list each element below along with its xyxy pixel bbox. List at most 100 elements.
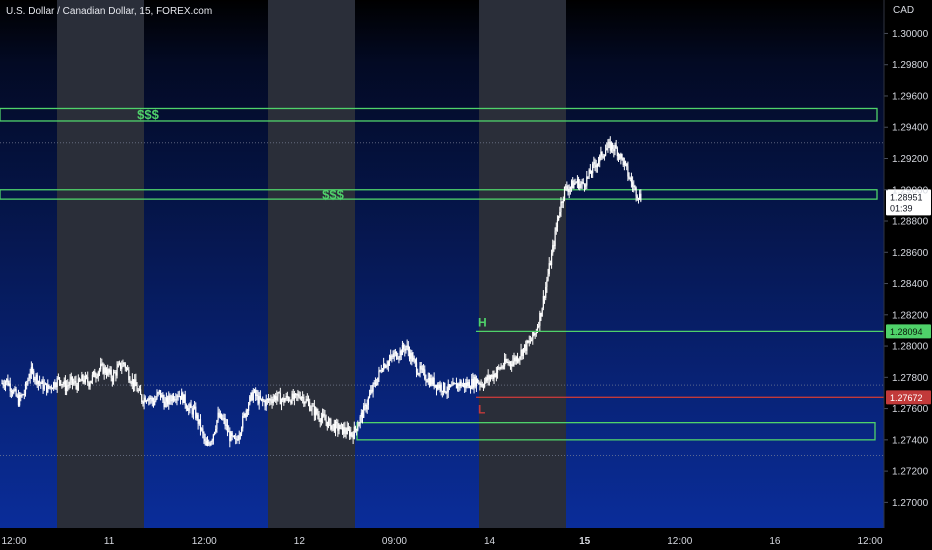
candle-body[interactable]: [277, 392, 279, 397]
candle-body[interactable]: [531, 339, 533, 342]
candle-body[interactable]: [372, 383, 374, 392]
candle-body[interactable]: [411, 352, 413, 362]
candle-body[interactable]: [168, 395, 170, 405]
candle-body[interactable]: [616, 148, 618, 157]
candle-body[interactable]: [132, 379, 135, 387]
candle-body[interactable]: [435, 384, 438, 390]
candle-body[interactable]: [377, 377, 379, 385]
candle-body[interactable]: [91, 374, 94, 381]
candle-body[interactable]: [103, 367, 105, 374]
candle-body[interactable]: [147, 400, 149, 402]
candle-body[interactable]: [209, 443, 211, 445]
candle-body[interactable]: [199, 419, 202, 430]
candle-body[interactable]: [120, 362, 122, 369]
candle-body[interactable]: [181, 392, 183, 400]
candle-body[interactable]: [164, 401, 166, 407]
candle-body[interactable]: [545, 286, 547, 298]
candle-body[interactable]: [74, 381, 76, 383]
candle-body[interactable]: [352, 434, 354, 439]
candle-body[interactable]: [560, 202, 562, 213]
candle-body[interactable]: [459, 381, 461, 387]
candle-body[interactable]: [251, 392, 253, 401]
candle-body[interactable]: [633, 186, 635, 188]
candle-body[interactable]: [461, 384, 463, 387]
candle-body[interactable]: [64, 380, 67, 391]
candle-body[interactable]: [314, 408, 317, 416]
candle-body[interactable]: [404, 348, 406, 351]
candle-body[interactable]: [379, 370, 381, 372]
candle-body[interactable]: [546, 280, 548, 287]
candle-body[interactable]: [40, 382, 42, 384]
candle-body[interactable]: [387, 361, 389, 366]
candle-body[interactable]: [182, 392, 184, 403]
candle-body[interactable]: [11, 392, 14, 394]
candle-body[interactable]: [259, 396, 261, 400]
candle-body[interactable]: [509, 361, 512, 365]
candle-body[interactable]: [159, 390, 162, 398]
candle-body[interactable]: [4, 382, 7, 387]
candle-body[interactable]: [265, 399, 267, 407]
candle-body[interactable]: [332, 423, 334, 426]
candle-body[interactable]: [184, 394, 186, 406]
candle-body[interactable]: [244, 413, 246, 418]
candle-body[interactable]: [186, 408, 189, 411]
candle-body[interactable]: [190, 404, 192, 409]
candle-body[interactable]: [600, 151, 602, 156]
candle-body[interactable]: [549, 263, 552, 266]
candle-body[interactable]: [471, 379, 473, 389]
candle-body[interactable]: [441, 390, 443, 392]
candle-body[interactable]: [3, 385, 5, 387]
time-axis[interactable]: 12:00 11 12:00 12 09:00 14 15 12:00 16 12:00: [1, 536, 882, 547]
candle-body[interactable]: [96, 376, 98, 378]
candle-body[interactable]: [198, 419, 200, 424]
candle-body[interactable]: [432, 377, 434, 385]
candle-body[interactable]: [393, 353, 395, 358]
candle-body[interactable]: [358, 423, 360, 427]
candle-body[interactable]: [289, 400, 291, 402]
candle-body[interactable]: [326, 421, 328, 427]
candle-body[interactable]: [454, 383, 456, 385]
candle-body[interactable]: [82, 375, 84, 381]
candle-body[interactable]: [388, 359, 391, 362]
candle-body[interactable]: [395, 351, 398, 359]
candle-body[interactable]: [125, 368, 128, 370]
candle-body[interactable]: [481, 383, 483, 387]
candle-body[interactable]: [534, 333, 536, 336]
candle-body[interactable]: [26, 383, 28, 385]
candle-body[interactable]: [381, 370, 384, 372]
candle-body[interactable]: [336, 422, 338, 424]
candle-body[interactable]: [594, 162, 596, 166]
candle-body[interactable]: [491, 374, 493, 378]
candle-body[interactable]: [344, 427, 346, 433]
candle-body[interactable]: [374, 382, 377, 385]
candle-body[interactable]: [417, 372, 419, 375]
candle-body[interactable]: [628, 176, 630, 179]
candle-body[interactable]: [357, 426, 359, 431]
candle-body[interactable]: [364, 404, 366, 406]
candle-body[interactable]: [406, 345, 408, 347]
candle-body[interactable]: [457, 383, 459, 389]
candle-body[interactable]: [576, 178, 579, 183]
candle-body[interactable]: [294, 393, 297, 395]
candle-body[interactable]: [10, 390, 12, 393]
candle-body[interactable]: [592, 163, 594, 174]
candle-body[interactable]: [215, 428, 217, 433]
candle-body[interactable]: [421, 368, 424, 370]
candle-body[interactable]: [580, 183, 582, 185]
candle-body[interactable]: [111, 377, 113, 382]
candle-body[interactable]: [601, 151, 603, 158]
candle-body[interactable]: [257, 394, 259, 404]
candle-body[interactable]: [291, 393, 293, 404]
candle-body[interactable]: [269, 399, 271, 401]
candle-body[interactable]: [538, 325, 540, 327]
candle-body[interactable]: [122, 362, 124, 367]
candle-body[interactable]: [543, 296, 546, 298]
candle-body[interactable]: [433, 377, 435, 387]
candle-body[interactable]: [526, 340, 528, 351]
candle-body[interactable]: [346, 427, 348, 435]
candle-body[interactable]: [427, 377, 429, 383]
candle-body[interactable]: [37, 381, 40, 385]
candle-body[interactable]: [570, 180, 573, 187]
candle-body[interactable]: [98, 369, 101, 373]
